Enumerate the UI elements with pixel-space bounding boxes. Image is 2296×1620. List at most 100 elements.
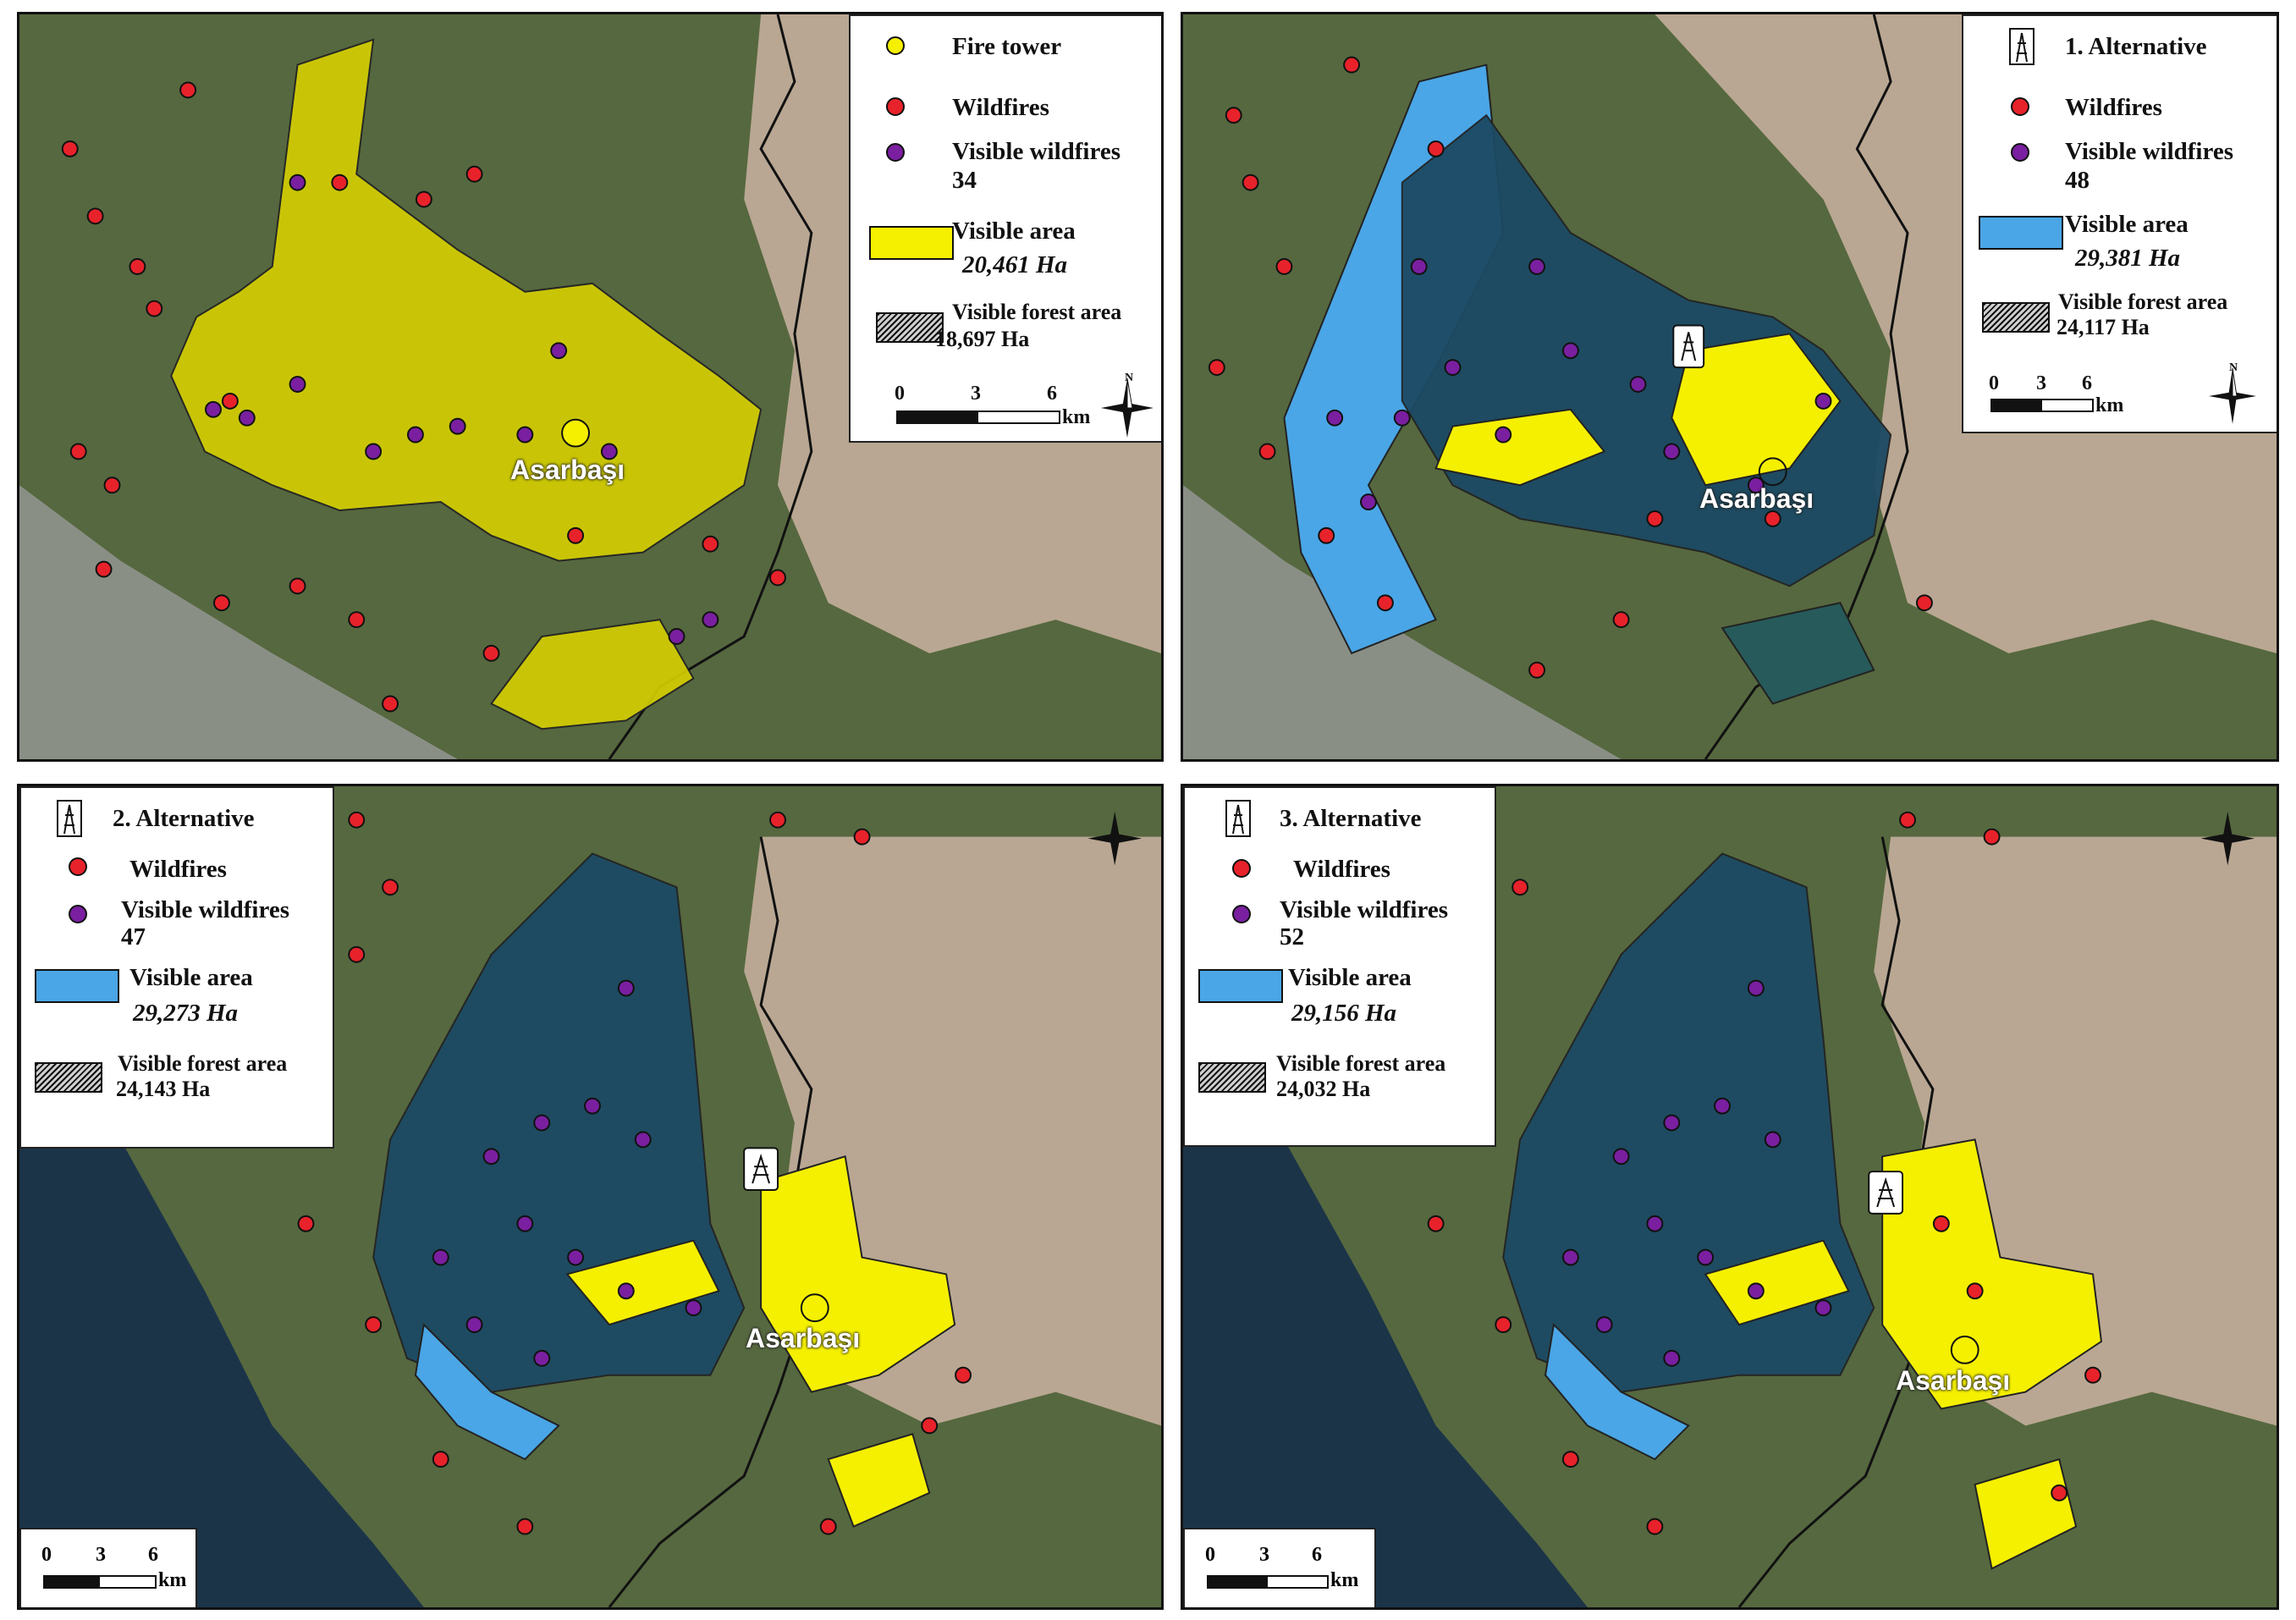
legend: 1. Alternative Wildfires Visible wildfir…: [1962, 14, 2277, 433]
visible-wildfire-icon: [886, 143, 905, 162]
map-panel-current: Asarbaşı Fire tower Wildfires Visible wi…: [17, 12, 1164, 762]
forest-hatch-swatch: [876, 312, 944, 343]
forest-hatch-swatch: [35, 1062, 102, 1093]
legend-tower-label: 1. Alternative: [2065, 33, 2207, 60]
legend-visible-wildfires-label: Visible wildfires: [1280, 896, 1448, 923]
blue-visible-area-polygon: [1544, 1322, 1690, 1461]
visible-area-swatch: [869, 226, 954, 260]
scale-tick-6: 6: [1312, 1544, 1322, 1566]
wildfire-points: [1208, 56, 1933, 679]
scale-unit: km: [1330, 1569, 1359, 1591]
town-circle: [1950, 1335, 1979, 1364]
north-arrow-icon: [1101, 378, 1154, 438]
legend-forest-label: Visible forest area: [952, 300, 1122, 324]
town-circle: [1758, 457, 1787, 487]
scale-tick-0: 0: [1205, 1544, 1215, 1566]
watchtower-icon: [57, 800, 82, 837]
town-label: Asarbaşı: [746, 1323, 861, 1353]
legend: 3. Alternative Wildfires Visible wildfir…: [1183, 786, 1496, 1147]
legend-visible-wildfires-label: Visible wildfires: [952, 138, 1120, 165]
legend-visible-area-label: Visible area: [952, 218, 1076, 245]
legend-visible-area-label: Visible area: [129, 964, 253, 991]
scale-tick-3: 3: [2036, 372, 2046, 394]
visible-area-polygon: [1881, 1138, 2103, 1410]
scale-tick-3: 3: [96, 1544, 106, 1566]
scale-unit: km: [158, 1569, 187, 1591]
legend-visible-area-label: Visible area: [2065, 211, 2189, 238]
town-label: Asarbaşı: [1699, 483, 1814, 514]
scale-unit: km: [1062, 406, 1091, 428]
wildfire-icon: [886, 97, 905, 116]
scale-tick-6: 6: [2082, 372, 2092, 394]
legend-visible-area-value: 20,461 Ha: [962, 251, 1068, 278]
legend: 2. Alternative Wildfires Visible wildfir…: [19, 786, 334, 1149]
legend-visible-area-value: 29,156 Ha: [1291, 1000, 1397, 1027]
scale-bar: [43, 1575, 157, 1589]
legend-visible-area-label: Visible area: [1288, 964, 1412, 991]
legend-forest-value: 18,697 Ha: [935, 327, 1030, 351]
map-panel-alt3: Asarbaşı 3. Alternative Wildfires Visibl…: [1181, 784, 2279, 1610]
scale-bar: [1207, 1575, 1329, 1589]
scale-tick-3: 3: [971, 383, 981, 405]
scale-tick-0: 0: [895, 383, 905, 405]
scale-bar: [1990, 399, 2094, 412]
scale-tick-6: 6: [148, 1544, 158, 1566]
visible-area-polygon: [1671, 333, 1842, 487]
legend-forest-label: Visible forest area: [1276, 1051, 1446, 1076]
map-panel-alt1: Asarbaşı 1. Alternative Wildfires Visibl…: [1181, 12, 2279, 762]
visible-area-swatch: [1979, 216, 2063, 250]
legend-forest-label: Visible forest area: [118, 1051, 288, 1076]
visible-wildfire-icon: [2011, 143, 2029, 162]
legend-visible-wildfires-count: 48: [2065, 167, 2090, 194]
legend-forest-value: 24,032 Ha: [1276, 1077, 1371, 1101]
scale-tick-0: 0: [1989, 372, 1999, 394]
legend-visible-area-value: 29,381 Ha: [2075, 245, 2181, 272]
scale-unit: km: [2095, 394, 2124, 416]
legend-wildfires-label: Wildfires: [2065, 94, 2162, 121]
wildfire-icon: [69, 857, 87, 876]
legend-forest-value: 24,117 Ha: [2056, 315, 2150, 339]
legend-wildfires-label: Wildfires: [1293, 856, 1390, 883]
legend-visible-wildfires-count: 52: [1280, 923, 1304, 951]
scale-tick-0: 0: [41, 1544, 52, 1566]
scale-bar: [896, 411, 1060, 424]
legend-tower-label: Fire tower: [952, 33, 1062, 60]
forest-hatch-swatch: [1198, 1062, 1266, 1093]
legend-wildfires-label: Wildfires: [952, 94, 1049, 121]
scale-tick-6: 6: [1047, 383, 1057, 405]
legend-wildfires-label: Wildfires: [129, 856, 227, 883]
yellow-circle-icon: [886, 36, 905, 55]
watchtower-icon: [1225, 800, 1251, 837]
wildfire-icon: [2011, 97, 2029, 116]
blue-visible-area-polygon: [414, 1322, 560, 1461]
scale-box: 0 3 6 km: [19, 1528, 197, 1607]
legend-forest-label: Visible forest area: [2058, 289, 2228, 314]
wildfire-points: [61, 81, 786, 713]
visible-area-swatch: [1198, 969, 1283, 1003]
map-panel-alt2: Asarbaşı 2. Alternative Wildfires Visibl…: [17, 784, 1164, 1610]
town-label: Asarbaşı: [510, 455, 625, 485]
legend: Fire tower Wildfires Visible wildfires 3…: [849, 14, 1161, 443]
forest-hatch-swatch: [1982, 302, 2050, 333]
scale-tick-3: 3: [1259, 1544, 1269, 1566]
legend-tower-label: 3. Alternative: [1280, 805, 1422, 832]
visible-area-polygon: [760, 1155, 956, 1393]
visible-wildfire-points: [1326, 258, 1832, 511]
wildfire-icon: [1232, 859, 1251, 878]
visible-wildfire-icon: [1232, 905, 1251, 923]
watchtower-icon: [1672, 324, 1705, 369]
visible-area-swatch: [35, 969, 119, 1003]
visible-wildfire-points: [205, 174, 719, 645]
visible-wildfire-points: [1561, 979, 1832, 1367]
map-canvas: [1183, 786, 2277, 1607]
town-label: Asarbaşı: [1896, 1365, 2011, 1396]
visible-wildfire-points: [432, 979, 702, 1367]
town-circle: [800, 1293, 829, 1323]
scale-box: 0 3 6 km: [1183, 1528, 1376, 1607]
legend-visible-wildfires-label: Visible wildfires: [121, 896, 289, 923]
watchtower-icon: [2009, 28, 2034, 65]
watchtower-icon: [743, 1147, 779, 1192]
north-arrow-icon: [2209, 368, 2256, 424]
visible-wildfire-icon: [69, 905, 87, 923]
visible-area-polygon: [170, 38, 763, 562]
